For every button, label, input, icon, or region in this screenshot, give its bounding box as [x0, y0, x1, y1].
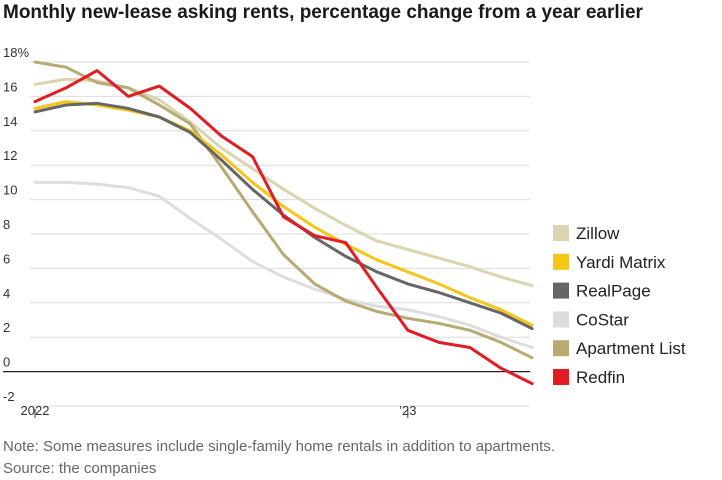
legend-label: RealPage	[576, 282, 651, 301]
y-tick-label: 18%	[3, 45, 29, 60]
legend-label: Redfin	[576, 368, 625, 387]
legend-swatch	[553, 225, 569, 241]
legend-swatch	[553, 311, 569, 328]
legend-swatch	[553, 282, 569, 299]
legend-swatch	[553, 253, 569, 270]
legend-swatch	[553, 369, 569, 385]
series-line-redfin	[33, 69, 534, 386]
y-tick-label: 14	[3, 114, 17, 129]
legend-label: CoStar	[576, 310, 629, 329]
y-axis-labels: 18% 16 14 12 10 8 6 4 2 0 -2	[3, 45, 29, 404]
x-axis: 2022 ’23	[21, 403, 416, 418]
series-line-yardi-matrix	[33, 100, 534, 327]
y-tick-label: 12	[3, 148, 17, 163]
legend-label: Apartment List	[576, 339, 686, 358]
chart-title: Monthly new-lease asking rents, percenta…	[3, 2, 643, 23]
y-tick-label: 10	[3, 183, 17, 198]
x-tick-label: 2022	[21, 403, 50, 418]
series-lines	[33, 60, 534, 386]
y-tick-label: 2	[3, 320, 10, 335]
legend-swatch	[553, 340, 569, 357]
series-line-costar	[33, 180, 534, 349]
chart-source: Source: the companies	[3, 460, 157, 477]
chart-note: Note: Some measures include single-famil…	[3, 438, 555, 455]
y-tick-label: 6	[3, 251, 10, 266]
gridlines	[3, 61, 530, 407]
y-tick-label: 16	[3, 79, 17, 94]
x-tick-label: ’23	[399, 403, 416, 418]
legend-label: Yardi Matrix	[576, 253, 666, 272]
legend: Zillow Yardi Matrix RealPage CoStar Apartmen…	[553, 224, 686, 387]
y-tick-label: 0	[3, 355, 10, 370]
y-tick-label: 4	[3, 286, 10, 301]
y-tick-label: -2	[3, 389, 15, 404]
y-tick-label: 8	[3, 217, 10, 232]
legend-label: Zillow	[576, 224, 620, 243]
